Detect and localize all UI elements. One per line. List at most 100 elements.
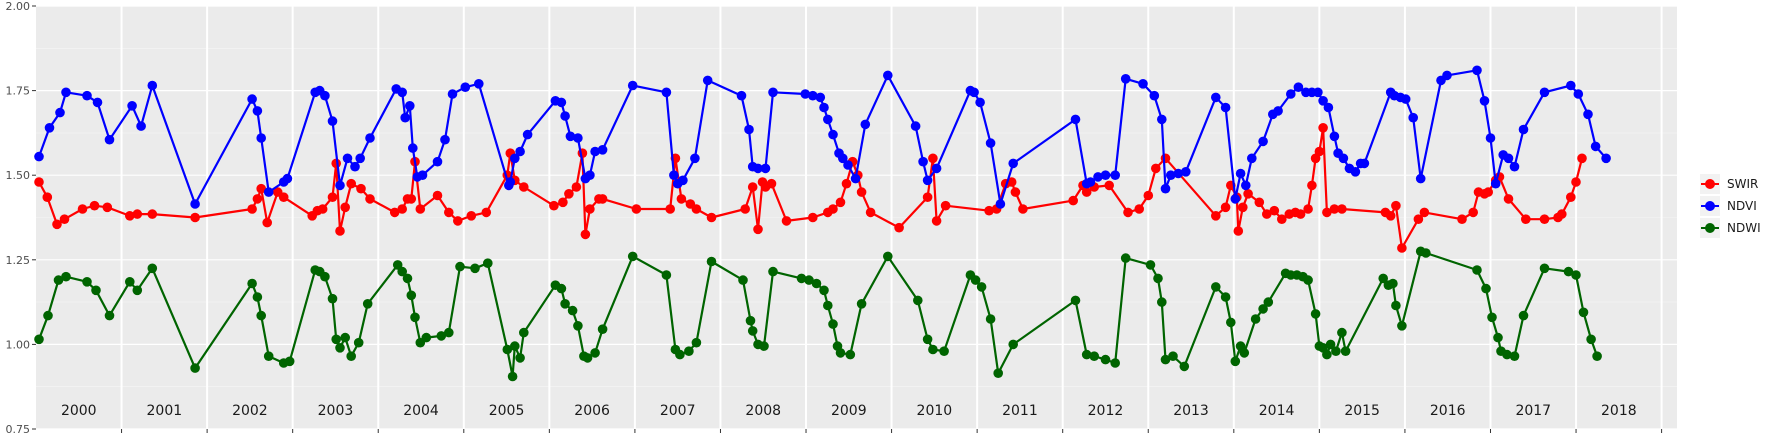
data-point — [34, 334, 44, 345]
data-point — [320, 90, 330, 101]
data-point — [405, 101, 415, 111]
data-point — [1258, 304, 1268, 314]
data-point — [573, 133, 583, 143]
data-point — [507, 371, 518, 382]
data-point — [1413, 214, 1424, 224]
data-point — [91, 285, 101, 296]
data-point — [571, 182, 582, 192]
data-point — [1313, 87, 1323, 98]
data-point — [481, 207, 492, 218]
data-point — [53, 275, 64, 285]
data-point — [127, 101, 137, 111]
data-point — [1472, 265, 1482, 275]
data-point — [82, 90, 92, 101]
data-point — [432, 156, 443, 167]
data-point — [1123, 207, 1133, 218]
data-point — [1081, 349, 1092, 360]
data-point — [502, 344, 513, 355]
data-point — [1145, 260, 1156, 270]
data-point — [55, 107, 65, 118]
data-point — [1068, 195, 1078, 206]
data-point — [104, 134, 115, 145]
data-point — [573, 321, 583, 331]
data-point — [808, 90, 818, 101]
data-point — [327, 116, 338, 126]
data-point — [1230, 194, 1241, 204]
data-point — [1571, 270, 1581, 280]
data-point — [1509, 161, 1520, 172]
data-point — [1325, 339, 1336, 350]
data-point — [993, 368, 1003, 379]
y-tick-label: 2.00 — [6, 0, 31, 13]
data-point — [1070, 114, 1081, 125]
data-point — [256, 133, 267, 143]
year-label: 2005 — [489, 403, 525, 419]
data-point — [1226, 317, 1236, 328]
data-point — [1173, 168, 1184, 179]
data-point — [263, 187, 274, 197]
data-point — [910, 121, 921, 131]
data-point — [931, 216, 942, 226]
data-point — [1241, 180, 1251, 191]
data-point — [1329, 131, 1340, 142]
data-point — [1220, 292, 1231, 302]
data-point — [759, 341, 769, 351]
data-point — [256, 183, 267, 194]
year-label: 2003 — [318, 403, 354, 419]
data-point — [1310, 309, 1321, 319]
data-point — [1502, 349, 1512, 360]
data-point — [940, 200, 951, 211]
data-point — [397, 87, 408, 98]
data-point — [753, 224, 763, 235]
data-point — [590, 348, 600, 358]
data-point — [1143, 190, 1154, 201]
data-point — [1577, 153, 1587, 164]
data-point — [432, 190, 443, 201]
year-label: 2010 — [917, 403, 953, 419]
year-label: 2013 — [1173, 403, 1209, 419]
data-point — [1601, 153, 1611, 164]
legend-label: SWIR — [1727, 177, 1758, 191]
data-point — [1233, 226, 1244, 236]
data-point — [1250, 314, 1261, 324]
year-label: 2011 — [1002, 403, 1038, 419]
legend-label: NDWI — [1727, 221, 1761, 235]
data-point — [1181, 167, 1191, 177]
legend-label: NDVI — [1727, 199, 1757, 213]
data-point — [1303, 204, 1313, 214]
data-point — [247, 94, 257, 104]
data-point — [317, 204, 328, 214]
data-point — [247, 278, 257, 289]
data-point — [1303, 275, 1313, 285]
year-label: 2002 — [232, 403, 268, 419]
data-point — [510, 341, 520, 351]
data-point — [740, 204, 750, 214]
data-point — [335, 343, 345, 353]
data-point — [397, 266, 408, 277]
data-point — [42, 192, 53, 202]
data-point — [560, 111, 570, 121]
data-point — [1590, 141, 1601, 152]
data-point — [1337, 327, 1347, 338]
data-point — [1490, 178, 1501, 189]
data-point — [843, 160, 853, 170]
data-point — [1468, 207, 1478, 218]
y-axis: 0.75 1.00 1.25 1.50 1.75 2.00 — [6, 0, 36, 436]
data-point — [355, 153, 366, 164]
data-point — [263, 351, 274, 362]
data-point — [883, 251, 893, 262]
data-point — [247, 204, 257, 214]
data-point — [661, 270, 672, 280]
data-point — [1487, 312, 1497, 323]
data-point — [515, 353, 525, 363]
data-point — [1493, 332, 1503, 343]
data-point — [768, 87, 778, 98]
legend-marker — [1705, 223, 1715, 233]
data-point — [738, 275, 748, 285]
data-point — [1583, 109, 1593, 120]
data-point — [410, 312, 420, 323]
data-point — [819, 285, 829, 296]
data-point — [883, 70, 893, 81]
data-point — [1518, 310, 1529, 321]
data-point — [970, 275, 981, 285]
